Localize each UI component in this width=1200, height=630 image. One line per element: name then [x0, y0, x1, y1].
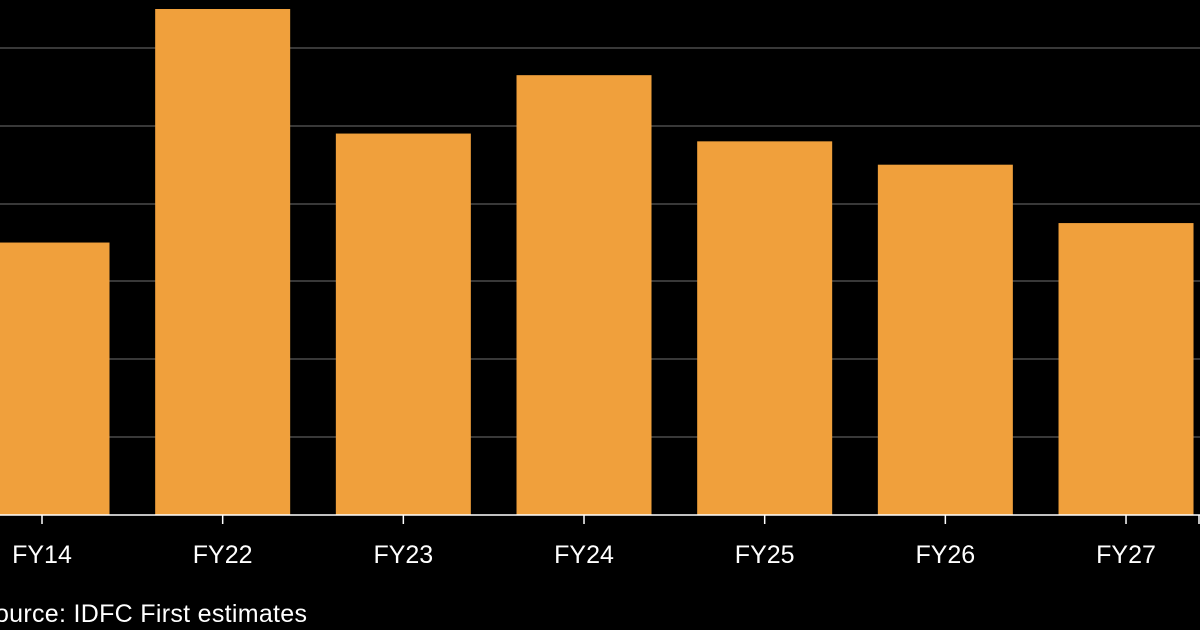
bars: [0, 9, 1194, 516]
x-tick-label: FY23: [373, 541, 433, 569]
bar-fy22: [155, 9, 291, 515]
bar-fy23: [335, 133, 471, 516]
bar-fy14: [0, 242, 110, 516]
x-tick-label: FY25: [735, 541, 795, 569]
x-tick-label: FY14: [12, 541, 72, 569]
x-axis: [0, 514, 1200, 524]
source-note: Source: IDFC First estimates: [0, 600, 308, 628]
bar-fy24: [516, 75, 652, 516]
x-tick-label: FY22: [193, 541, 253, 569]
x-tick-label: FY27: [1096, 541, 1156, 569]
bar-fy25: [697, 141, 833, 516]
x-tick-labels: FY14 FY22 FY23 FY24 FY25 FY26 FY27: [12, 541, 1156, 569]
x-tick-label: FY26: [915, 541, 975, 569]
x-tick-label: FY24: [554, 541, 614, 569]
bar-fy26: [877, 164, 1013, 515]
bar-fy27: [1058, 223, 1194, 516]
